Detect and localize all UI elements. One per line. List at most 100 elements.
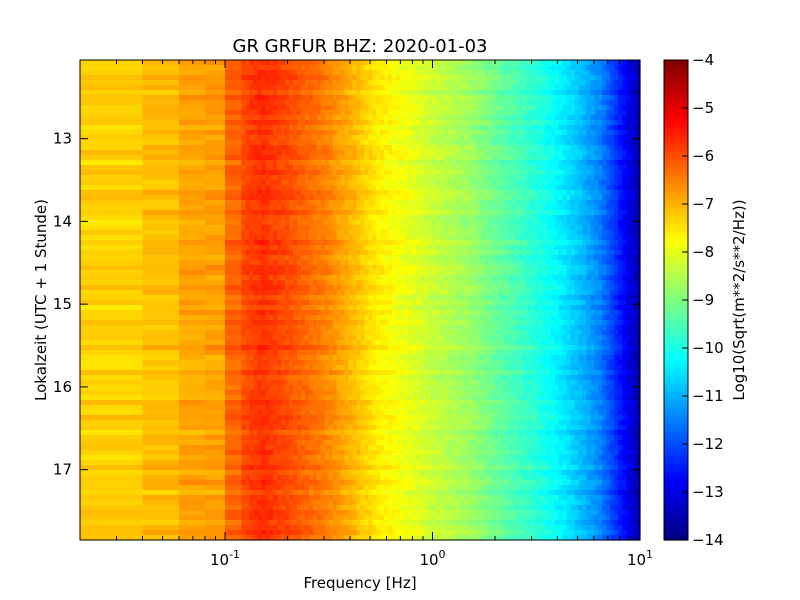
heatmap-cell <box>562 120 568 126</box>
heatmap-cell <box>431 205 437 211</box>
heatmap-cell <box>570 200 576 206</box>
heatmap-cell <box>427 230 433 236</box>
heatmap-cell <box>499 260 504 266</box>
heatmap-cell <box>483 220 488 226</box>
heatmap-cell <box>404 270 409 276</box>
heatmap-cell <box>634 255 639 261</box>
heatmap-cell <box>523 205 528 211</box>
heatmap-cell <box>352 165 358 171</box>
heatmap-cell <box>503 155 508 161</box>
heatmap-cell <box>142 260 180 266</box>
heatmap-cell <box>463 245 469 251</box>
heatmap-cell <box>503 115 508 121</box>
heatmap-cell <box>523 65 528 71</box>
heatmap-cell <box>257 255 262 261</box>
heatmap-cell <box>618 175 623 181</box>
heatmap-cell <box>538 230 544 236</box>
heatmap-cell <box>324 150 330 156</box>
heatmap-cell <box>534 70 540 76</box>
heatmap-cell <box>285 70 290 76</box>
heatmap-cell <box>368 120 373 126</box>
heatmap-cell <box>475 135 481 141</box>
heatmap-cell <box>606 205 611 211</box>
heatmap-cell <box>630 175 635 181</box>
heatmap-cell <box>336 290 342 296</box>
heatmap-cell <box>531 105 536 111</box>
heatmap-cell <box>368 290 373 296</box>
heatmap-cell <box>332 180 338 186</box>
heatmap-cell <box>550 60 556 66</box>
heatmap-cell <box>511 290 516 296</box>
heatmap-cell <box>364 220 369 226</box>
heatmap-cell <box>261 265 266 271</box>
heatmap-cell <box>241 95 247 101</box>
heatmap-cell <box>415 180 421 186</box>
heatmap-cell <box>586 155 592 161</box>
heatmap-cell <box>344 115 350 121</box>
heatmap-cell <box>249 265 254 271</box>
heatmap-cell <box>578 215 584 221</box>
heatmap-cell <box>400 110 405 116</box>
heatmap-cell <box>471 100 477 106</box>
heatmap-cell <box>320 110 326 116</box>
heatmap-cell <box>638 290 641 296</box>
heatmap-cell <box>519 190 524 196</box>
heatmap-cell <box>225 100 243 106</box>
heatmap-cell <box>626 185 631 191</box>
heatmap-cell <box>582 135 588 141</box>
heatmap-cell <box>384 200 389 206</box>
heatmap-cell <box>546 230 552 236</box>
heatmap-cell <box>495 65 500 71</box>
heatmap-cell <box>562 90 568 96</box>
heatmap-cell <box>415 160 421 166</box>
heatmap-cell <box>80 65 144 71</box>
heatmap-cell <box>546 80 552 86</box>
heatmap-cell <box>412 125 417 131</box>
heatmap-cell <box>412 260 417 266</box>
heatmap-cell <box>245 110 250 116</box>
heatmap-cell <box>578 285 584 291</box>
heatmap-cell <box>519 145 524 151</box>
heatmap-cell <box>550 175 556 181</box>
heatmap-cell <box>435 220 441 226</box>
heatmap-cell <box>179 75 206 81</box>
heatmap-cell <box>483 145 488 151</box>
heatmap-cell <box>566 225 572 231</box>
heatmap-cell <box>566 260 572 266</box>
heatmap-cell <box>495 235 500 241</box>
heatmap-cell <box>308 225 314 231</box>
heatmap-cell <box>245 165 250 171</box>
heatmap-cell <box>312 255 318 261</box>
heatmap-cell <box>558 135 564 141</box>
heatmap-cell <box>507 165 512 171</box>
heatmap-cell <box>336 245 342 251</box>
heatmap-cell <box>519 90 524 96</box>
heatmap-cell <box>427 110 433 116</box>
heatmap-cell <box>570 285 576 291</box>
heatmap-cell <box>352 85 358 91</box>
heatmap-cell <box>142 270 180 276</box>
heatmap-cell <box>447 100 453 106</box>
heatmap-cell <box>253 140 258 146</box>
heatmap-cell <box>336 160 342 166</box>
heatmap-cell <box>558 195 564 201</box>
heatmap-cell <box>419 110 425 116</box>
heatmap-cell <box>503 85 508 91</box>
heatmap-cell <box>142 220 180 226</box>
heatmap-cell <box>293 70 298 76</box>
heatmap-cell <box>277 85 282 91</box>
heatmap-cell <box>400 230 405 236</box>
heatmap-cell <box>376 195 381 201</box>
heatmap-cell <box>396 255 401 261</box>
heatmap-cell <box>562 125 568 131</box>
heatmap-cell <box>574 170 580 176</box>
heatmap-cell <box>316 105 322 111</box>
heatmap-cell <box>499 100 504 106</box>
heatmap-cell <box>257 160 262 166</box>
heatmap-cell <box>519 250 524 256</box>
heatmap-cell <box>574 65 580 71</box>
heatmap-cell <box>179 275 206 281</box>
heatmap-cell <box>622 150 627 156</box>
heatmap-cell <box>598 125 603 131</box>
heatmap-cell <box>451 135 457 141</box>
